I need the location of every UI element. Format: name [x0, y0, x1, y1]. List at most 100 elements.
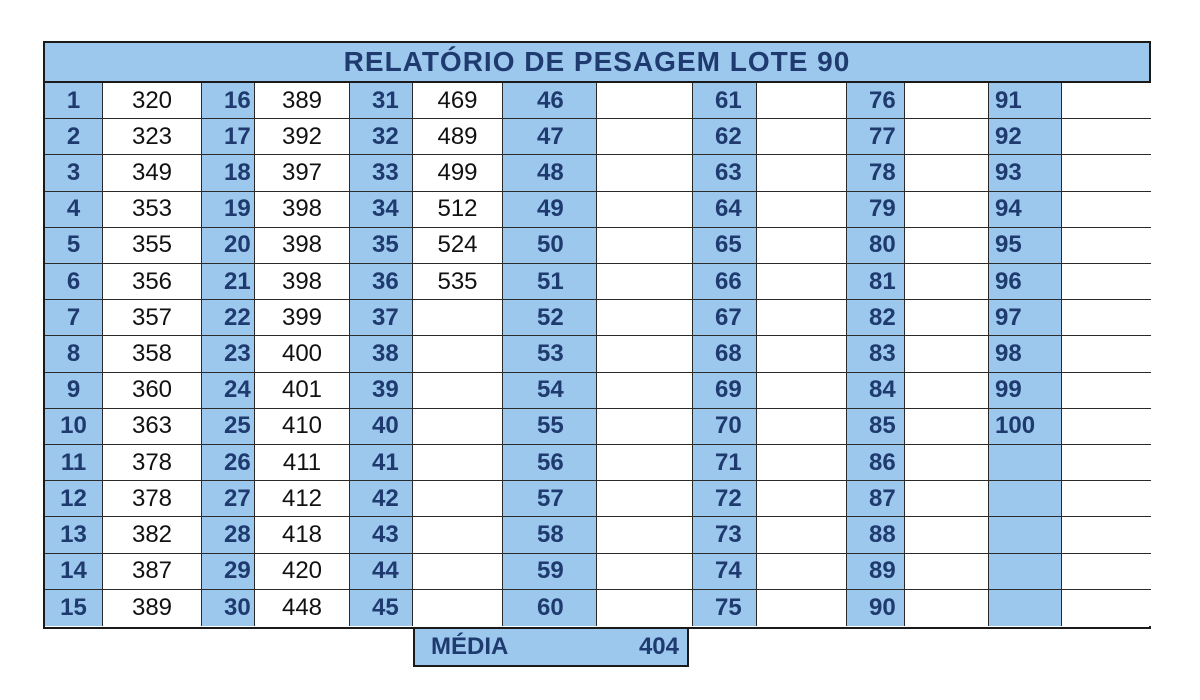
weight-value: [597, 445, 693, 482]
weight-value: [757, 445, 847, 482]
weighing-report-sheet: RELATÓRIO DE PESAGEM LOTE 90 1 320 2 323 3 34…: [43, 41, 1151, 629]
weight-value: 398: [255, 264, 350, 301]
weight-value: 512: [413, 191, 503, 228]
weight-value: [1062, 119, 1151, 156]
weight-value: 489: [413, 119, 503, 156]
row-number: 99: [989, 372, 1062, 409]
row-number: 87: [847, 481, 905, 518]
weight-value: [597, 408, 693, 445]
row-number: 40: [350, 408, 413, 445]
weight-value: 323: [103, 119, 202, 156]
weight-value: [1062, 155, 1151, 192]
row-number: 1: [45, 83, 103, 120]
row-number: 90: [847, 589, 905, 626]
row-number: 29: [202, 553, 255, 590]
row-number: 93: [989, 155, 1062, 192]
row-number: 95: [989, 227, 1062, 264]
average-label: MÉDIA: [431, 633, 509, 660]
row-number: 19: [202, 191, 255, 228]
weight-value: [905, 372, 989, 409]
weight-value: [757, 155, 847, 192]
weight-value: [597, 372, 693, 409]
weight-value: 360: [103, 372, 202, 409]
weight-value: [757, 191, 847, 228]
weight-value: [413, 408, 503, 445]
row-number: 80: [847, 227, 905, 264]
weight-value: 499: [413, 155, 503, 192]
row-number: 82: [847, 300, 905, 337]
row-number: [989, 445, 1062, 482]
row-number: 6: [45, 264, 103, 301]
weight-value: 389: [255, 83, 350, 120]
weight-value: [413, 336, 503, 373]
report-title: RELATÓRIO DE PESAGEM LOTE 90: [45, 43, 1149, 83]
weight-value: [757, 336, 847, 373]
row-number: 98: [989, 336, 1062, 373]
weight-value: [757, 408, 847, 445]
row-number: [989, 589, 1062, 626]
weight-value: [757, 481, 847, 518]
row-number: 46: [503, 83, 597, 120]
weight-value: 358: [103, 336, 202, 373]
weight-value: 363: [103, 408, 202, 445]
row-number: 12: [45, 481, 103, 518]
weight-value: 356: [103, 264, 202, 301]
weight-value: [1062, 445, 1151, 482]
row-number: 97: [989, 300, 1062, 337]
row-number: 22: [202, 300, 255, 337]
weight-value: [1062, 191, 1151, 228]
weight-value: [597, 300, 693, 337]
row-number: 43: [350, 517, 413, 554]
row-number: 14: [45, 553, 103, 590]
row-number: 62: [693, 119, 757, 156]
average-value: 404: [638, 633, 679, 660]
weight-value: 410: [255, 408, 350, 445]
weight-value: [1062, 517, 1151, 554]
weight-value: 411: [255, 445, 350, 482]
row-number: 68: [693, 336, 757, 373]
row-number: 63: [693, 155, 757, 192]
row-number: 4: [45, 191, 103, 228]
weight-value: [597, 191, 693, 228]
row-number: 33: [350, 155, 413, 192]
weight-value: [1062, 83, 1151, 120]
row-number: 42: [350, 481, 413, 518]
row-number: 60: [503, 589, 597, 626]
weight-value: [905, 300, 989, 337]
weight-value: 389: [103, 589, 202, 626]
row-number: [989, 517, 1062, 554]
row-number: 23: [202, 336, 255, 373]
row-number: 65: [693, 227, 757, 264]
weight-value: [597, 119, 693, 156]
weight-value: [597, 155, 693, 192]
weight-value: [905, 589, 989, 626]
row-number: 76: [847, 83, 905, 120]
row-number: 24: [202, 372, 255, 409]
row-number: 66: [693, 264, 757, 301]
row-number: 27: [202, 481, 255, 518]
row-number: 15: [45, 589, 103, 626]
row-number: 96: [989, 264, 1062, 301]
weight-value: 420: [255, 553, 350, 590]
row-number: 55: [503, 408, 597, 445]
weight-value: [1062, 227, 1151, 264]
weight-value: 397: [255, 155, 350, 192]
weight-value: [905, 481, 989, 518]
weight-value: [905, 191, 989, 228]
row-number: 37: [350, 300, 413, 337]
weight-value: [905, 119, 989, 156]
weight-value: [597, 336, 693, 373]
row-number: 20: [202, 227, 255, 264]
row-number: 9: [45, 372, 103, 409]
weight-value: [905, 336, 989, 373]
weight-value: 378: [103, 481, 202, 518]
weight-value: [757, 300, 847, 337]
row-number: 48: [503, 155, 597, 192]
weight-value: [905, 445, 989, 482]
row-number: 53: [503, 336, 597, 373]
row-number: 35: [350, 227, 413, 264]
weight-value: 412: [255, 481, 350, 518]
weight-value: 387: [103, 553, 202, 590]
row-number: 26: [202, 445, 255, 482]
weight-value: 524: [413, 227, 503, 264]
